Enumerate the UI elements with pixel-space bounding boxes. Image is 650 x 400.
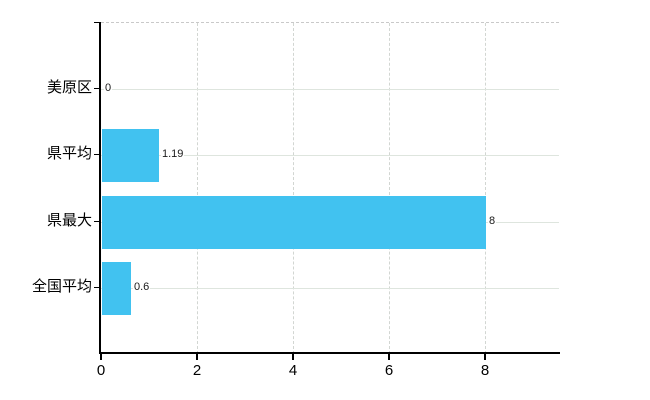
bar-value-label: 0 [104, 81, 113, 95]
vertical-gridline [197, 23, 198, 354]
x-axis-line [99, 352, 560, 354]
x-tick [196, 354, 198, 360]
x-tick [100, 354, 102, 360]
horizontal-gridline [101, 89, 559, 90]
vertical-gridline [485, 23, 486, 354]
vertical-gridline [389, 23, 390, 354]
bar [102, 262, 131, 315]
x-tick-label: 2 [192, 362, 202, 379]
bar-value-label: 0.6 [133, 280, 151, 294]
category-label: 全国平均 [31, 278, 92, 295]
y-tick [94, 221, 100, 222]
bar [102, 196, 486, 249]
y-tick [94, 22, 100, 23]
bar [102, 129, 159, 182]
category-label: 県平均 [46, 145, 92, 162]
category-label: 県最大 [46, 212, 92, 229]
y-tick [94, 287, 100, 288]
y-axis-line [99, 22, 101, 353]
bar-value-label: 8 [488, 214, 497, 228]
x-tick-label: 8 [480, 362, 490, 379]
plot-area [101, 22, 559, 354]
category-label: 美原区 [46, 79, 92, 96]
x-tick-label: 0 [96, 362, 106, 379]
x-tick [388, 354, 390, 360]
x-tick-label: 4 [288, 362, 298, 379]
y-tick [94, 88, 100, 89]
horizontal-gridline [101, 155, 559, 156]
vertical-gridline [293, 23, 294, 354]
y-tick [94, 154, 100, 155]
horizontal-gridline [101, 288, 559, 289]
x-tick-label: 6 [384, 362, 394, 379]
bar-value-label: 1.19 [161, 147, 185, 161]
x-tick [292, 354, 294, 360]
x-tick [484, 354, 486, 360]
